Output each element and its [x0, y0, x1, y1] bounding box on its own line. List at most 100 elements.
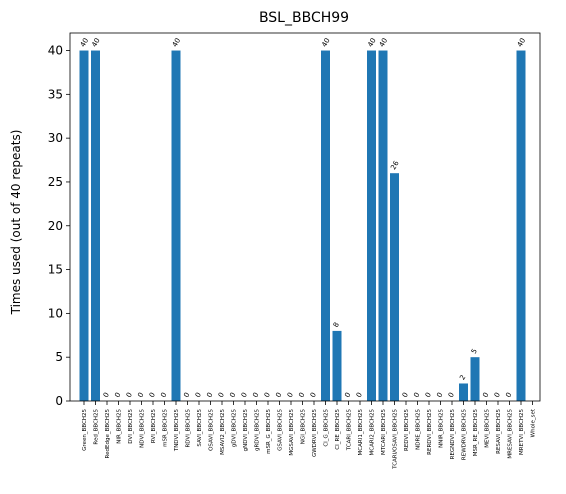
- bar-data-label: 40: [171, 37, 182, 49]
- y-tick-label: 10: [48, 306, 63, 320]
- x-tick-label: Whole_set: [531, 408, 537, 437]
- x-tick-label: GWDRVI_BBCH25: [312, 409, 318, 458]
- x-tick-label: MRETVI_BBCH25: [519, 409, 525, 455]
- x-tick-label: REWDRVI_BBCH25: [462, 409, 468, 461]
- x-tick-label: NNIR_BBCH25: [439, 409, 445, 448]
- bar: [390, 173, 399, 401]
- bar-data-label: 5: [470, 347, 479, 355]
- bar-data-label: 40: [378, 37, 389, 49]
- x-tick-label: NDVI_BBCH25: [140, 409, 146, 448]
- x-tick-label: NGI_BBCH25: [301, 409, 307, 445]
- bar: [470, 357, 480, 401]
- bar-data-label: 0: [136, 391, 145, 399]
- x-tick-label: gDVI_BBCH25: [232, 409, 238, 448]
- bar-data-label: 2: [458, 374, 467, 382]
- y-tick-label: 25: [48, 175, 63, 189]
- x-tick-label: MSAVI2_BBCH25: [220, 409, 226, 455]
- bar-data-label: 0: [286, 391, 295, 399]
- x-tick-label: MRESAVI_BBCH25: [508, 409, 514, 459]
- bars-group: [79, 50, 526, 402]
- x-tick-label: MEVI_BBCH25: [485, 409, 491, 448]
- x-tick-label: REDVI_BBCH25: [404, 409, 410, 451]
- x-tick-label: gRDVI_BBCH25: [255, 409, 261, 452]
- y-tick-label: 15: [48, 263, 63, 277]
- bar-data-label: 40: [320, 37, 331, 49]
- bar-data-label: 0: [435, 391, 444, 399]
- bar-data-label: 0: [493, 391, 502, 399]
- bar-data-label: 40: [90, 37, 101, 49]
- x-tick-label: MSR_RE_BBCH25: [473, 409, 479, 457]
- x-tick-label: MCARI1_BBCH25: [358, 409, 364, 456]
- bar-data-label: 0: [447, 391, 456, 399]
- bar: [171, 50, 181, 402]
- y-axis-ticks: 0 5 10 15 20 25 30 35 40: [48, 44, 70, 408]
- bar-data-label: 0: [217, 391, 226, 399]
- x-tick-label: MTCARI_BBCH25: [381, 409, 387, 456]
- bar-data-label: 40: [516, 37, 527, 49]
- x-tick-label: TCARI/OSAVI_BBCH25: [393, 409, 399, 470]
- bar-data-label: 0: [194, 391, 203, 399]
- bar: [332, 330, 342, 401]
- bar-data-label: 0: [251, 391, 260, 399]
- x-tick-label: REGNDVI_BBCH25: [450, 409, 456, 460]
- bar-data-label: 0: [263, 391, 272, 399]
- x-tick-label: OSAVI_BBCH25: [209, 409, 215, 451]
- x-tick-label: TNDVI_BBCH25: [174, 409, 180, 453]
- x-tick-label: NDRE_BBCH25: [416, 409, 422, 450]
- x-tick-label: mSR_G_BBCH25: [266, 409, 272, 454]
- bar-data-label: 0: [125, 391, 134, 399]
- bar-data-label: 0: [424, 391, 433, 399]
- bar-data-label: 0: [148, 391, 157, 399]
- bar-data-label: 0: [401, 391, 410, 399]
- x-tick-label: NIR_BBCH25: [117, 409, 123, 444]
- x-tick-label: CI_RE_BBCH25: [335, 409, 341, 450]
- x-tick-label: RedEdge_BBCH25: [105, 409, 111, 459]
- bar: [378, 50, 388, 402]
- bar-data-label: 8: [332, 321, 341, 329]
- bar: [459, 383, 468, 401]
- x-tick-label: Red_BBCH25: [94, 409, 100, 445]
- bar-data-label: 0: [228, 391, 237, 399]
- y-tick-label: 5: [55, 350, 63, 364]
- bar-data-label: 0: [297, 391, 306, 399]
- bar-data-label: 40: [366, 37, 377, 49]
- x-tick-label: gNDVI_BBCH25: [243, 409, 249, 452]
- x-tick-label: DVI_BBCH25: [128, 409, 134, 444]
- x-tick-label: MCARI2_BBCH25: [370, 409, 376, 456]
- x-tick-label: RVI_BBCH25: [151, 409, 157, 444]
- bar-data-label: 0: [504, 391, 513, 399]
- bar-data-label: 0: [102, 391, 111, 399]
- x-axis-ticks: Green_BBCH25 Red_BBCH25 RedEdge_BBCH25 NIR_…: [82, 401, 537, 470]
- x-tick-label: Green_BBCH25: [82, 409, 88, 451]
- bar: [91, 50, 100, 402]
- x-tick-label: mSR_BBCH25: [163, 409, 169, 447]
- bar-data-label: 0: [182, 391, 191, 399]
- bar-data-label: 40: [79, 37, 90, 49]
- x-tick-label: RESAVI_BBCH25: [496, 408, 502, 453]
- bar-data-label: 0: [274, 391, 283, 399]
- x-tick-label: GSAVI_BBCH25: [278, 409, 284, 451]
- bar: [367, 50, 376, 402]
- y-tick-label: 40: [48, 44, 63, 58]
- bar-data-label: 0: [309, 391, 318, 399]
- y-tick-label: 20: [48, 219, 63, 233]
- bar-data-label: 0: [412, 391, 421, 399]
- x-tick-label: TCARI_BBCH25: [347, 409, 353, 452]
- x-tick-label: SAVI_BBCH25: [197, 409, 203, 447]
- bar: [79, 50, 89, 402]
- x-tick-label: CI_G_BBCH25: [324, 409, 330, 447]
- x-tick-label: RDVI_BBCH25: [186, 409, 192, 448]
- chart-title: BSL_BBCH99: [259, 10, 349, 26]
- bar-data-label: 26: [389, 159, 401, 171]
- bar-data-label: 0: [159, 391, 168, 399]
- bar-data-label: 0: [355, 391, 364, 399]
- y-tick-label: 35: [48, 87, 63, 101]
- y-tick-label: 30: [48, 131, 63, 145]
- bar-data-label: 0: [205, 391, 214, 399]
- x-tick-label: RERDVI_BBCH25: [427, 409, 433, 455]
- bar-data-label: 0: [113, 391, 122, 399]
- x-tick-label: MGSAVI_BBCH25: [289, 409, 295, 456]
- y-axis-label: Times used (out of 40 repeats): [9, 130, 23, 316]
